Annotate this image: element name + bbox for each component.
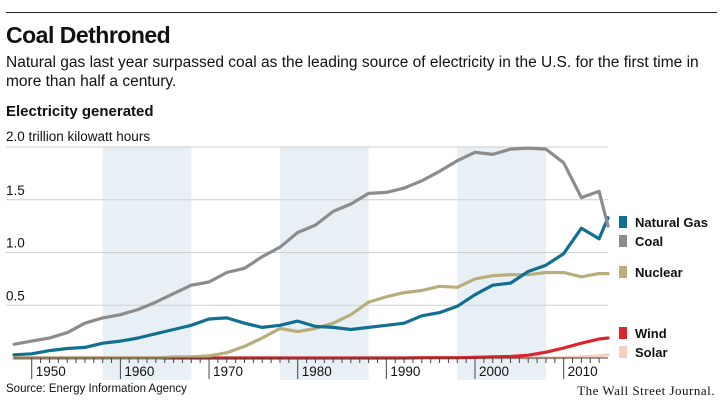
x-tick-label-1960: 1960 [124, 364, 154, 379]
solar-swatch [619, 346, 627, 358]
legend-label-natural-gas: Natural Gas [635, 214, 708, 230]
legend-item-nuclear: Nuclear [619, 264, 683, 280]
legend-item-natural-gas: Natural Gas [619, 214, 708, 230]
y-tick-label-0.5: 0.5 [6, 288, 25, 303]
y-tick-label-1.0: 1.0 [6, 236, 25, 251]
legend-item-solar: Solar [619, 344, 668, 360]
nuclear-swatch [619, 266, 627, 278]
section-label: Electricity generated [6, 103, 154, 120]
shaded-period-2 [457, 147, 546, 380]
x-axis: 1950 1960 1970 1980 1990 2000 2010 [14, 357, 608, 379]
x-tick-label-1980: 1980 [302, 364, 332, 379]
legend-item-coal: Coal [619, 233, 663, 249]
legend-label-wind: Wind [635, 325, 667, 341]
top-rule [6, 12, 717, 13]
x-tick-label-1990: 1990 [390, 364, 420, 379]
wind-swatch [619, 327, 627, 339]
x-tick-label-1950: 1950 [36, 364, 66, 379]
chart-subtitle: Natural gas last year surpassed coal as … [6, 54, 699, 90]
series-line-coal [12, 146, 610, 346]
y-unit-label: 2.0 trillion kilowatt hours [6, 129, 151, 144]
source-note: Source: Energy Information Agency [6, 383, 187, 395]
series-line-natural-gas [12, 216, 610, 357]
legend-item-wind: Wind [619, 325, 667, 341]
gridlines [6, 146, 608, 306]
legend-label-nuclear: Nuclear [635, 264, 683, 280]
y-tick-labels: 0.5 1.0 1.5 [6, 183, 25, 304]
shaded-period-0 [102, 147, 192, 380]
x-tick-label-2000: 2000 [479, 364, 509, 379]
publisher-logo: The Wall Street Journal. [577, 383, 715, 398]
shaded-period-1 [279, 147, 369, 380]
chart-title: Coal Dethroned [6, 22, 171, 48]
shaded-periods [102, 147, 546, 380]
legend-label-solar: Solar [635, 344, 668, 360]
y-tick-label-1.5: 1.5 [6, 183, 25, 198]
coal-swatch [619, 235, 627, 247]
x-tick-label-2010: 2010 [568, 364, 598, 379]
natural-gas-swatch [619, 216, 627, 228]
x-tick-label-1970: 1970 [213, 364, 243, 379]
legend-label-coal: Coal [635, 233, 664, 249]
